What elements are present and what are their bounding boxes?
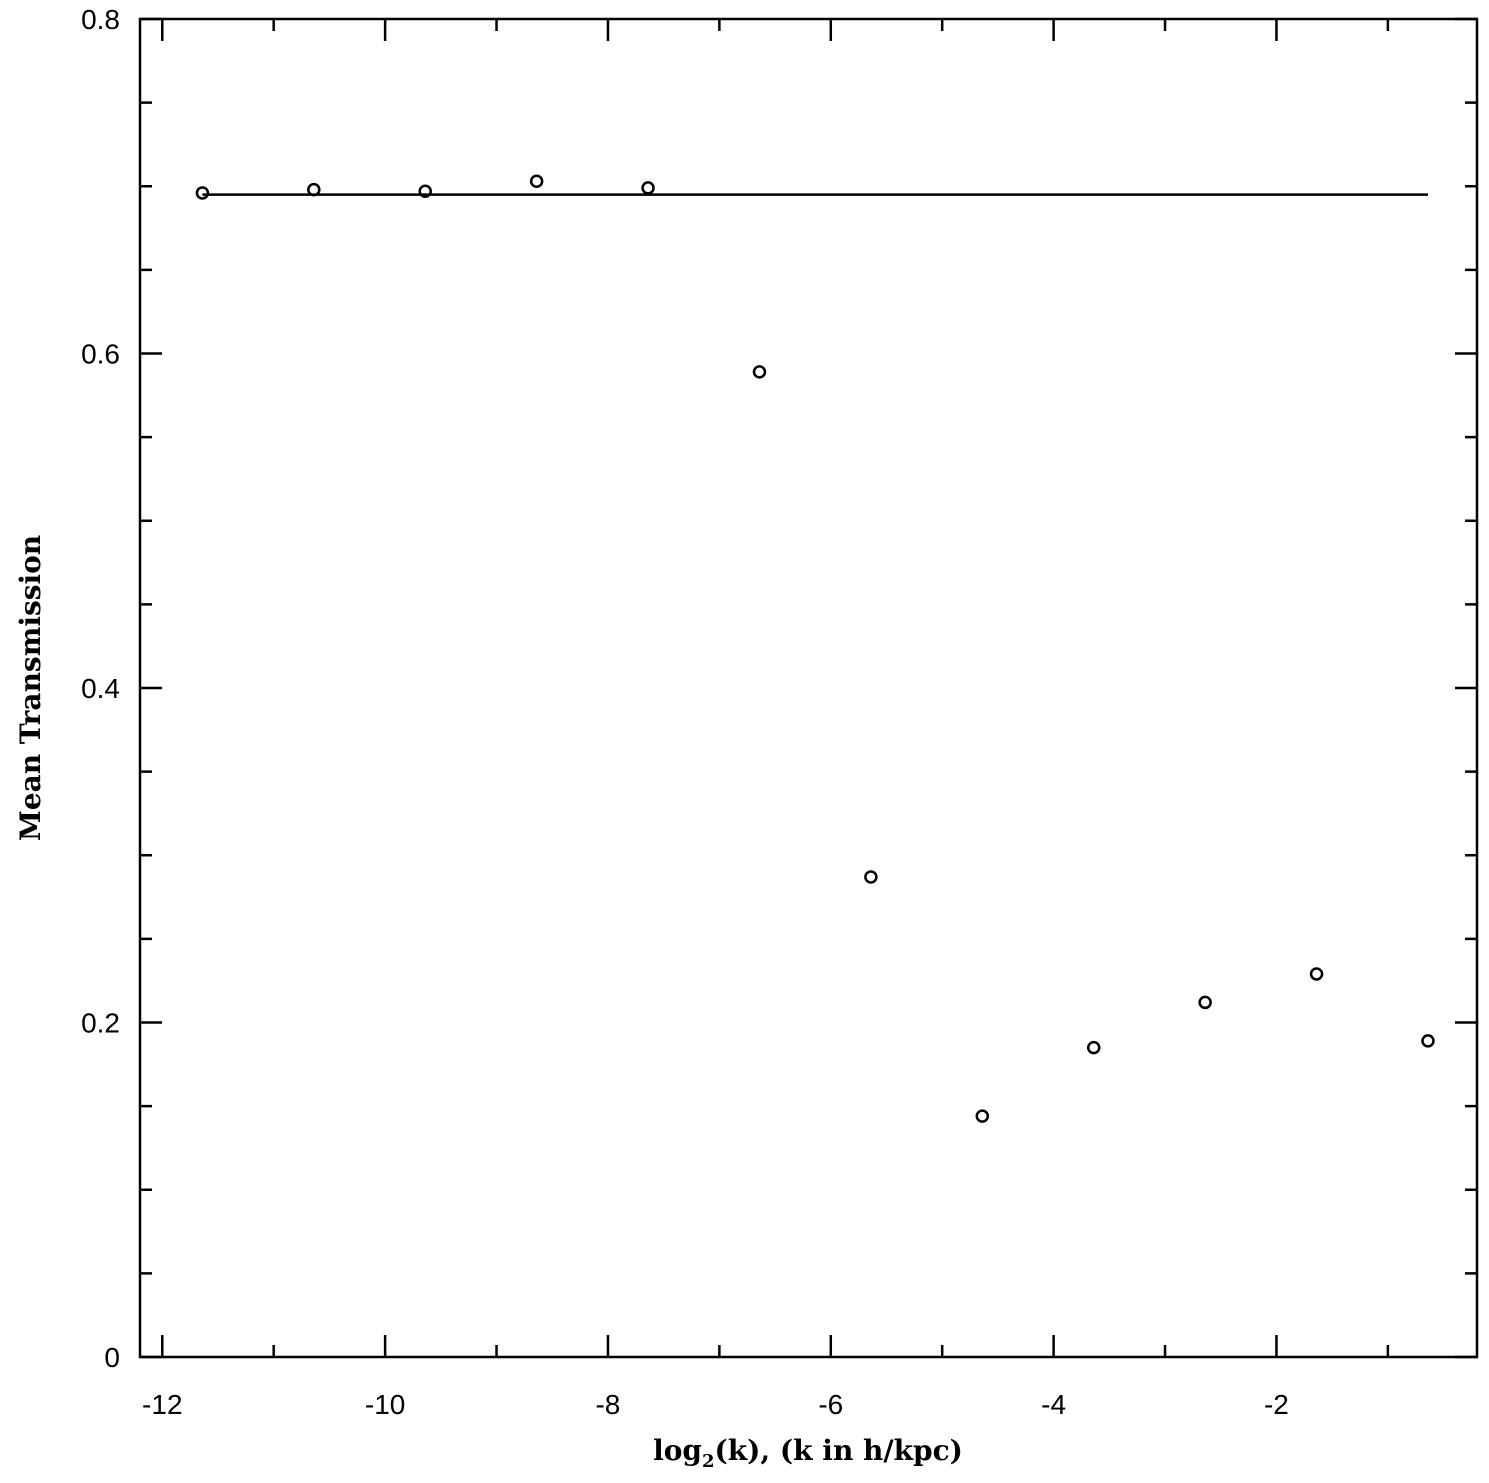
x-tick-label: -10	[365, 1389, 405, 1420]
plot-frame	[138, 17, 1479, 1359]
y-tick-labels: 0 0.2 0.4 0.6 0.8	[81, 4, 120, 1373]
x-tick-label: -8	[595, 1389, 620, 1420]
y-tick-label: 0.6	[81, 339, 120, 370]
data-point	[752, 365, 767, 379]
data-point	[1198, 995, 1212, 1010]
x-axis-title: log2(k), (k in h/kpc)	[653, 1434, 963, 1472]
y-tick-label: 0	[104, 1342, 120, 1373]
x-tick-label: -6	[818, 1389, 843, 1420]
data-point	[975, 1109, 990, 1123]
data-point	[864, 870, 878, 884]
y-tick-label: 0.4	[81, 673, 120, 704]
y-tick-label: 0.8	[81, 4, 120, 35]
data-point	[418, 184, 432, 199]
data-point	[195, 186, 210, 200]
axis-ticks	[140, 17, 1477, 1359]
y-axis-title: Mean Transmission	[14, 535, 47, 841]
x-tick-labels: -12 -10 -8 -6 -4 -2	[142, 1389, 1289, 1420]
y-tick-label: 0.2	[81, 1008, 120, 1039]
data-series	[195, 174, 1435, 1123]
data-point	[1421, 1034, 1435, 1048]
x-tick-label: -2	[1264, 1389, 1289, 1420]
x-tick-label: -12	[142, 1389, 182, 1420]
x-axis-title-subscript: 2	[702, 1451, 715, 1472]
data-point	[1309, 967, 1324, 981]
data-point	[529, 174, 544, 188]
x-tick-label: -4	[1041, 1389, 1066, 1420]
data-point	[1086, 1040, 1101, 1055]
data-point	[641, 181, 655, 195]
